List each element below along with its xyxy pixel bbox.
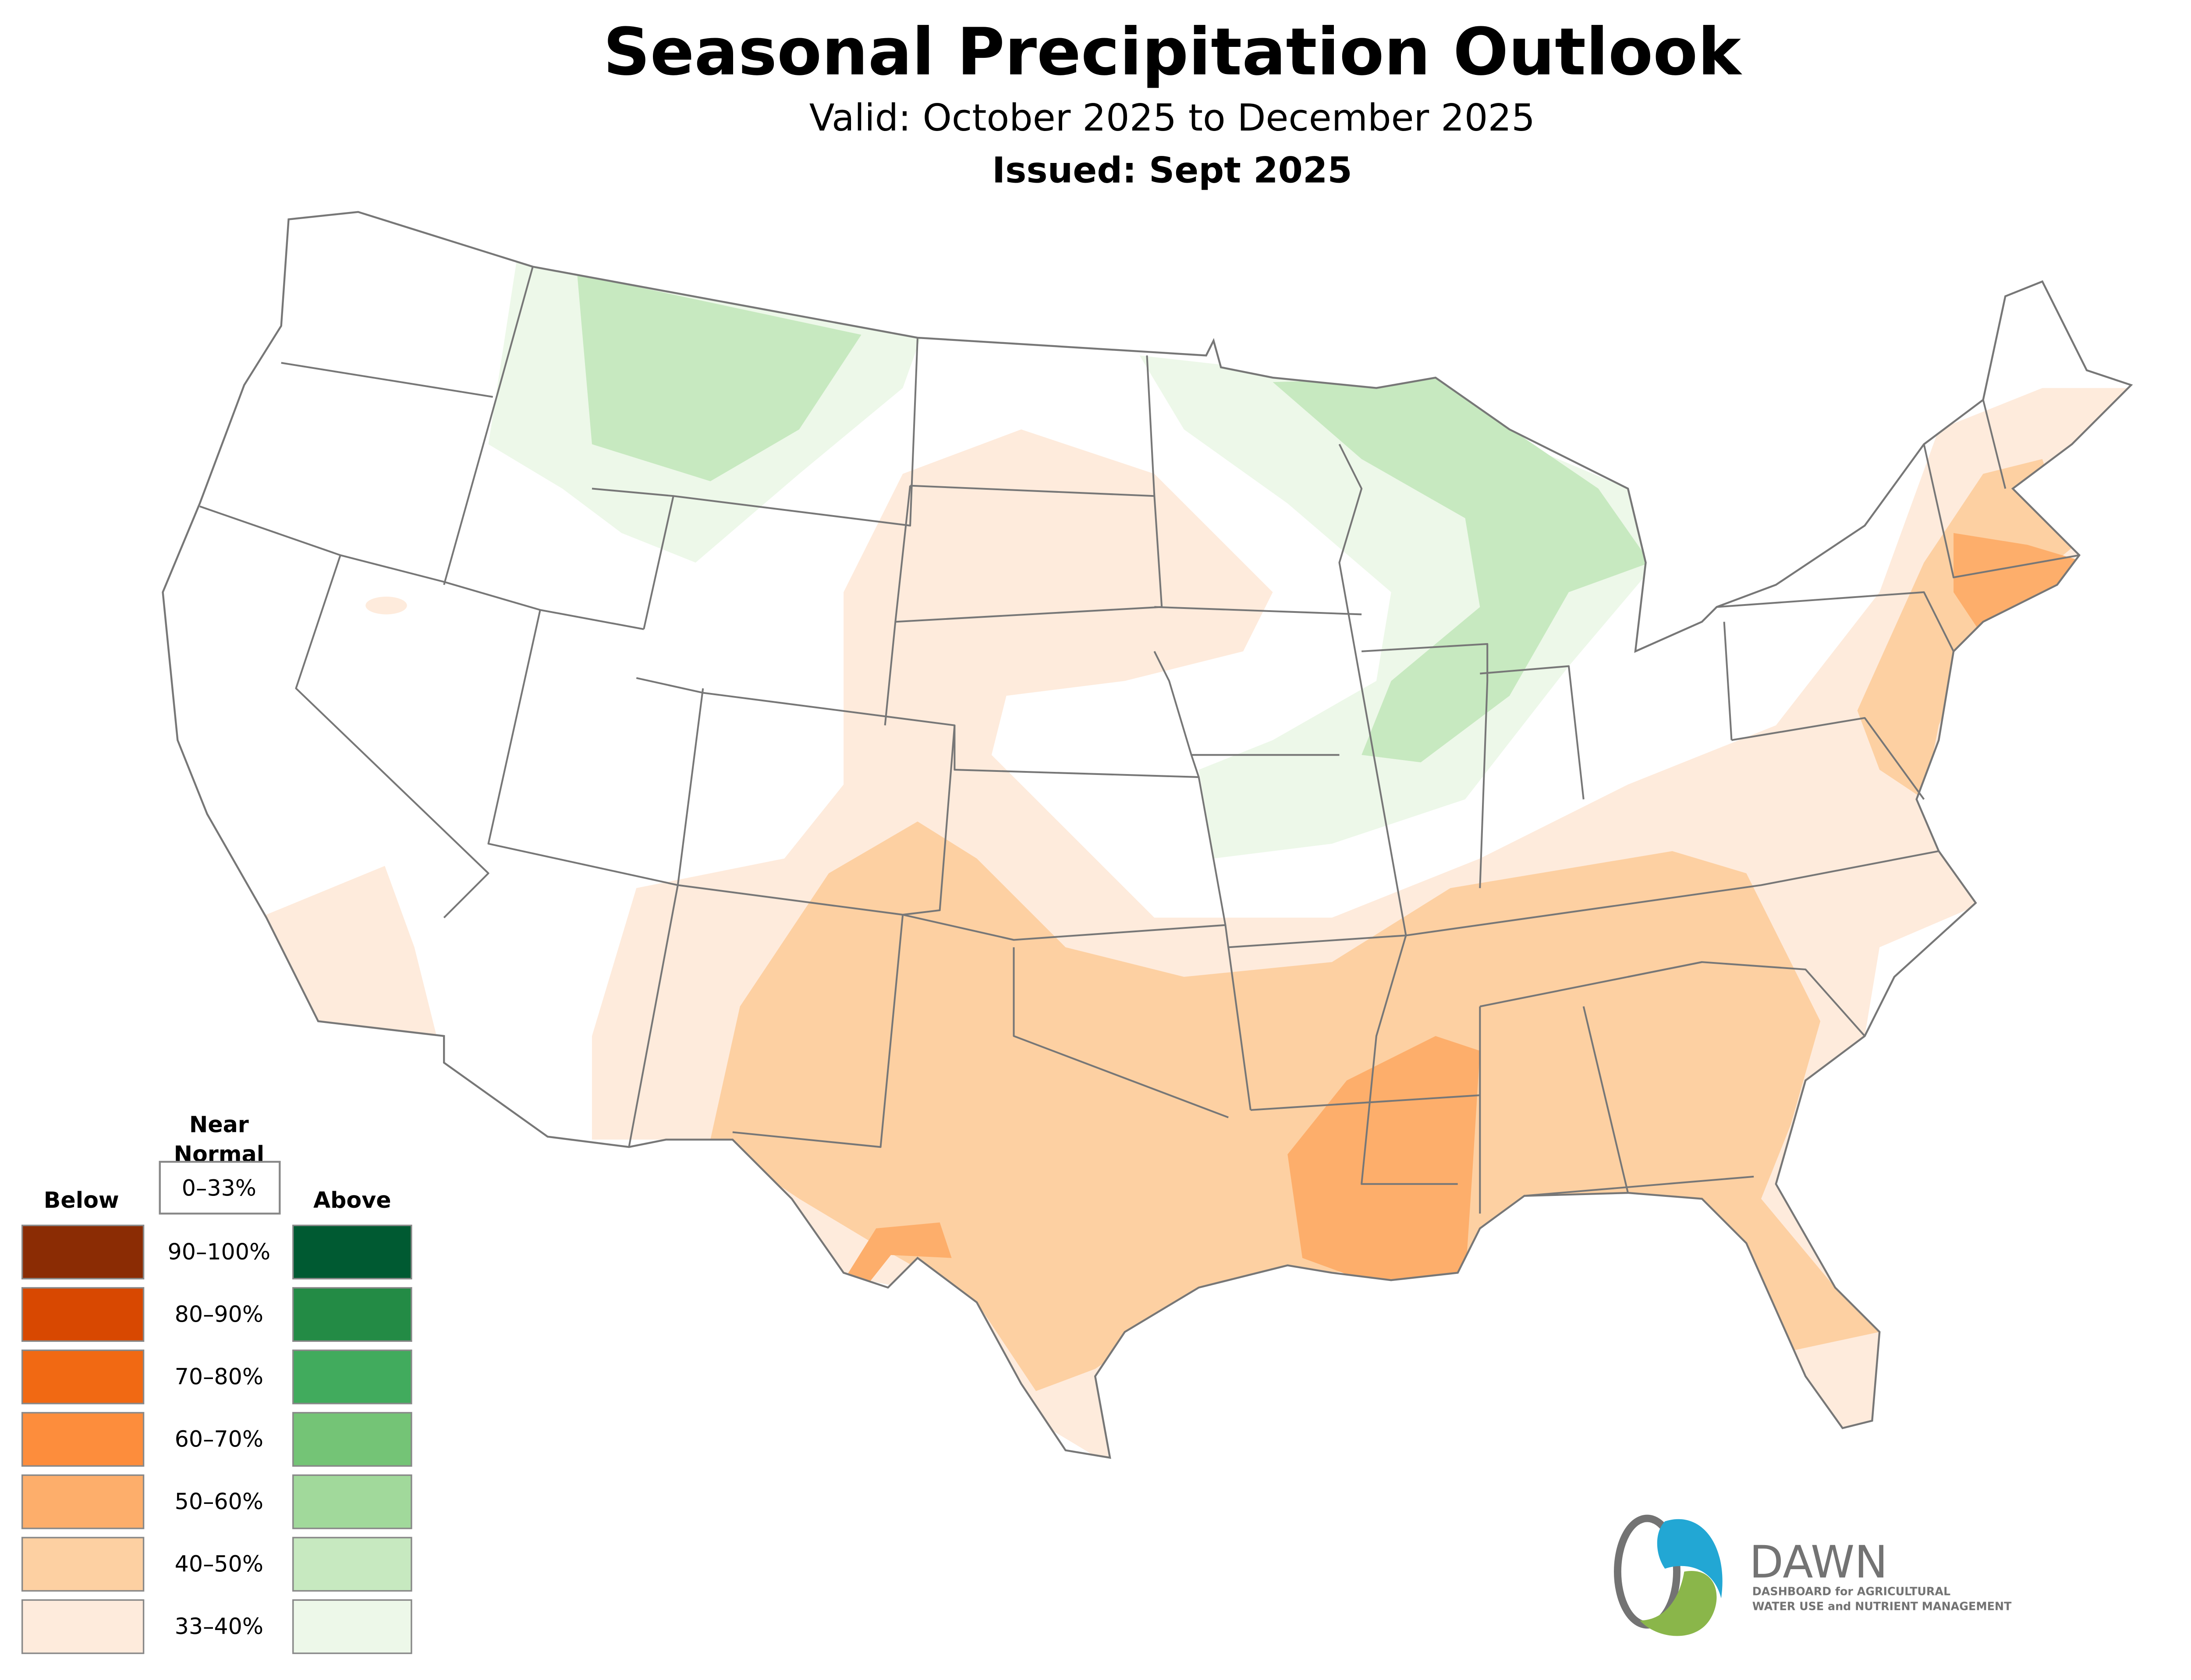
dawn-logo-name: DAWN	[1749, 1536, 1888, 1588]
legend-range-label: 90–100%	[168, 1239, 271, 1265]
legend-above-swatch	[292, 1412, 412, 1467]
legend-rows: 90–100% 80–90% 70–80% 60–70% 50–60% 40–50% 33–…	[21, 1224, 412, 1654]
legend-below-swatch	[21, 1599, 145, 1654]
legend-range-label: 50–60%	[175, 1489, 263, 1514]
us-map	[163, 212, 2131, 1465]
legend-above-swatch	[292, 1474, 412, 1529]
dawn-logo-line1: DASHBOARD for AGRICULTURAL	[1752, 1585, 1950, 1598]
above-40-50-michigan	[1273, 378, 1650, 763]
legend-near-normal-line1: Near	[189, 1112, 249, 1138]
legend-above-swatch	[292, 1537, 412, 1592]
legend-below-swatch	[21, 1287, 145, 1342]
state-borders	[199, 266, 2080, 1214]
legend-near-normal-box	[159, 1160, 281, 1215]
issued-date: Issued: Sept 2025	[992, 150, 1352, 191]
dawn-logo-line2: WATER USE and NUTRIENT MANAGEMENT	[1752, 1599, 2012, 1613]
legend-above-swatch	[292, 1599, 412, 1654]
below-50-60-south-texas	[846, 1222, 952, 1291]
legend-below-swatch	[21, 1412, 145, 1467]
legend-range-label: 80–90%	[175, 1302, 263, 1327]
below-33-40-california	[259, 866, 444, 1066]
legend-range-label: 60–70%	[175, 1426, 263, 1452]
legend-range-label: 40–50%	[175, 1551, 263, 1577]
legend-below-swatch	[21, 1224, 145, 1280]
dawn-logo-mark	[1613, 1514, 1723, 1636]
legend-above-swatch	[292, 1349, 412, 1404]
legend-near-normal-range: 0–33%	[182, 1175, 256, 1201]
legend-above-swatch	[292, 1287, 412, 1342]
legend-below-swatch	[21, 1474, 145, 1529]
dawn-logo: DAWN DASHBOARD for AGRICULTURAL WATER US…	[1613, 1514, 2012, 1636]
above-40-50-montana	[577, 274, 862, 481]
legend-below-label: Below	[44, 1187, 119, 1213]
map-title: Seasonal Precipitation Outlook	[603, 14, 1743, 90]
legend-below-swatch	[21, 1537, 145, 1592]
legend: Near Normal 0–33% Below Above 90–100%80–…	[21, 1112, 412, 1654]
below-33-40-nevada	[365, 596, 407, 615]
legend-above-swatch	[292, 1224, 412, 1280]
valid-period: Valid: October 2025 to December 2025	[809, 96, 1535, 139]
legend-range-label: 70–80%	[175, 1364, 263, 1390]
below-50-60-lower-mississippi	[1287, 1036, 1480, 1291]
legend-above-label: Above	[313, 1187, 391, 1213]
legend-below-swatch	[21, 1349, 145, 1404]
legend-range-label: 33–40%	[175, 1613, 263, 1639]
